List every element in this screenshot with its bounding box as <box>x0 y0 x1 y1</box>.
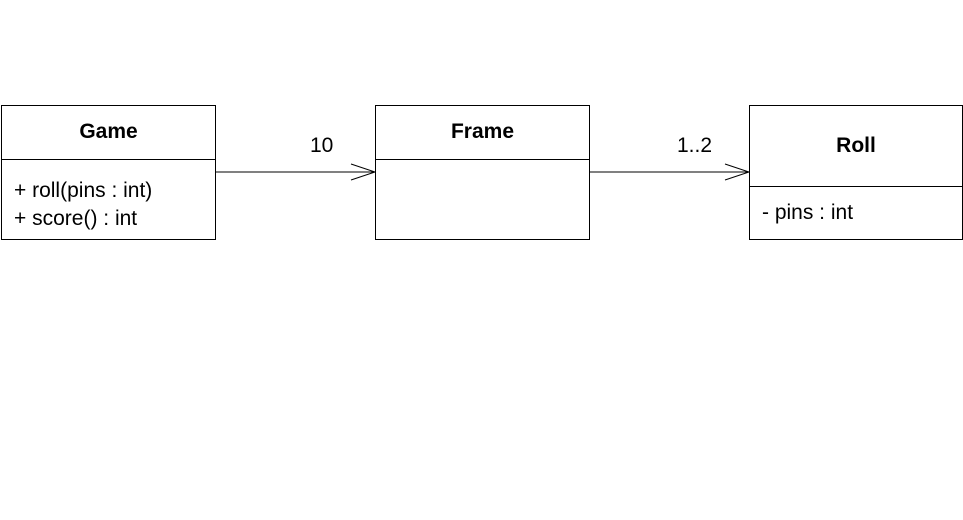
roll-attribute-pins: - pins : int <box>762 201 854 224</box>
game-operation-roll: + roll(pins : int) <box>14 179 153 202</box>
game-class-name: Game <box>2 106 215 160</box>
frame-roll-association <box>589 163 751 181</box>
game-frame-association <box>215 163 377 181</box>
frame-members <box>376 160 589 239</box>
roll-class-name: Roll <box>750 106 962 187</box>
frame-class-name: Frame <box>376 106 589 160</box>
game-class-box[interactable]: Game + roll(pins : int) + score() : int <box>1 105 216 240</box>
roll-class-box[interactable]: Roll - pins : int <box>749 105 963 240</box>
game-operations: + roll(pins : int) + score() : int <box>2 160 215 239</box>
frame-roll-multiplicity: 1..2 <box>677 134 713 157</box>
game-operation-score: + score() : int <box>14 207 138 230</box>
game-frame-multiplicity: 10 <box>310 134 334 157</box>
frame-class-box[interactable]: Frame <box>375 105 590 240</box>
roll-attributes: - pins : int <box>750 187 962 239</box>
